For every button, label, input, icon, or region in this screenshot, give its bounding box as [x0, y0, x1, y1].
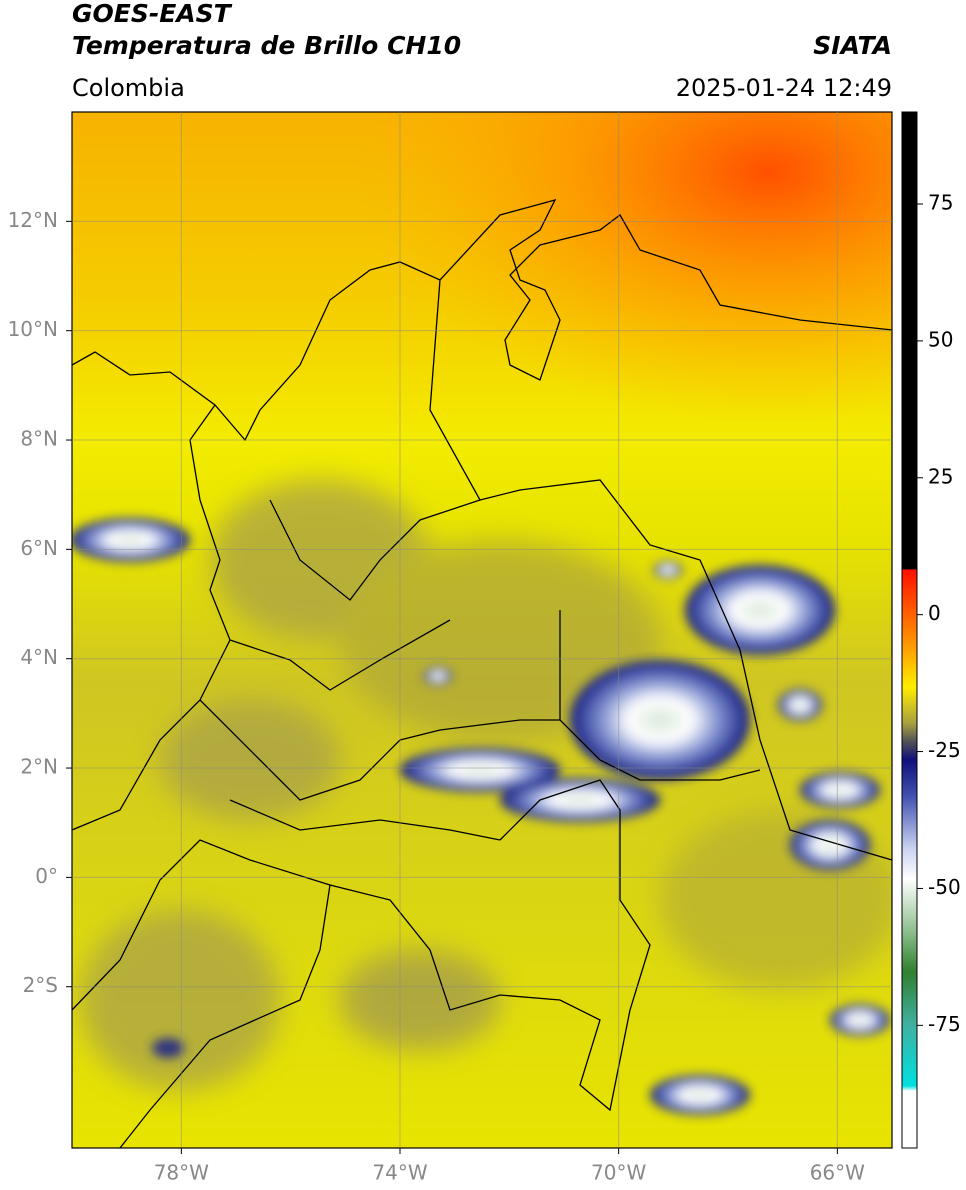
- map-frame: [71, 111, 893, 1149]
- y-tick-label: 0°: [35, 864, 58, 888]
- colorbar-tick-label: -50: [928, 875, 961, 899]
- x-tick-label: 70°W: [591, 1161, 646, 1185]
- region: Colombia: [72, 74, 185, 102]
- map-image: [72, 112, 892, 1148]
- title: GOES-EAST: [72, 0, 233, 28]
- colorbar-tick-label: 0: [928, 601, 941, 625]
- y-tick-label: 6°N: [20, 536, 58, 560]
- colorbar-tick-label: -25: [928, 738, 961, 762]
- colorbar-tick-label: 50: [928, 327, 953, 351]
- colorbar-tick-label: 25: [928, 464, 953, 488]
- subtitle: Temperatura de Brillo CH10: [72, 31, 461, 60]
- datetime: 2025-01-24 12:49: [676, 74, 892, 102]
- y-tick-label: 2°S: [23, 973, 58, 997]
- y-tick-label: 10°N: [8, 317, 58, 341]
- x-tick-label: 78°W: [154, 1161, 209, 1185]
- colorbar: [901, 111, 918, 1149]
- colorbar-tick-label: -75: [928, 1012, 961, 1036]
- x-tick-label: 74°W: [372, 1161, 427, 1185]
- y-tick-label: 12°N: [8, 208, 58, 232]
- y-tick-label: 8°N: [20, 427, 58, 451]
- x-tick-label: 66°W: [810, 1161, 865, 1185]
- source: SIATA: [813, 31, 892, 60]
- y-tick-label: 4°N: [20, 645, 58, 669]
- colorbar-tick-label: 75: [928, 190, 953, 214]
- y-tick-label: 2°N: [20, 755, 58, 779]
